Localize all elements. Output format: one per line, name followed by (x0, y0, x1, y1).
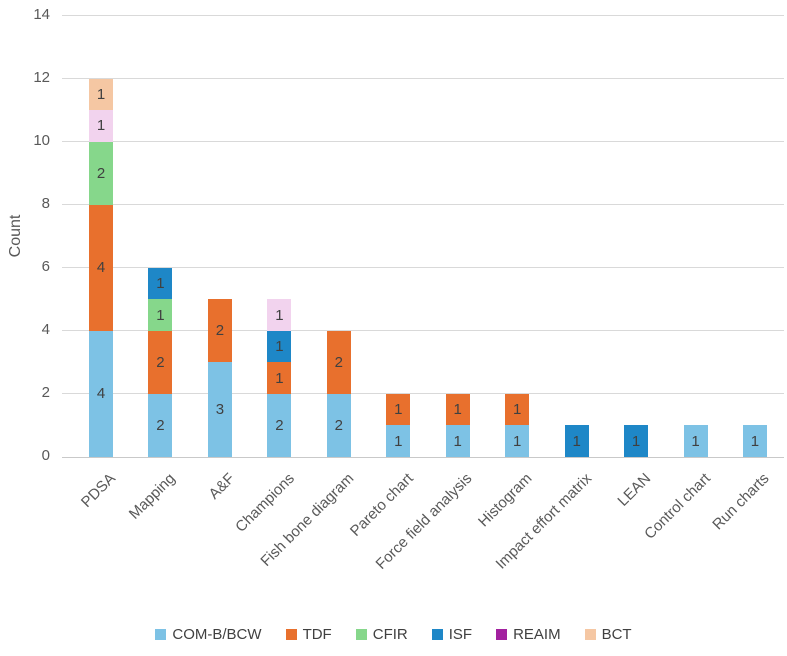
gridline (62, 267, 784, 269)
legend-label: TDF (302, 626, 332, 643)
legend-item: CFIR (355, 626, 408, 643)
legend-label: BCT (601, 626, 632, 643)
bar-segment-value: 2 (334, 416, 343, 434)
bar-segment-value: 1 (96, 85, 106, 103)
y-tick-label: 14 (33, 5, 50, 23)
legend-label: COM-B/BCW (172, 626, 262, 643)
bar-segment-value: 2 (96, 164, 106, 182)
category-label: Histogram (474, 470, 536, 531)
bar-segment-value: 1 (275, 369, 284, 387)
gridline (62, 78, 784, 80)
legend-swatch (584, 629, 596, 640)
gridline (62, 393, 784, 395)
legend-item: TDF (285, 626, 332, 643)
bar-segment: 2 (267, 393, 292, 457)
y-tick-label: 0 (41, 447, 50, 464)
bar-segment: 2 (89, 141, 114, 205)
bar-segment: 3 (207, 362, 232, 457)
bar-segment: 2 (148, 393, 173, 457)
bar-segment: 2 (207, 299, 232, 363)
bar-segment-value: 1 (453, 401, 462, 419)
bar-segment-value: 1 (156, 306, 165, 324)
category-label: Mapping (125, 470, 179, 523)
bar-segment: 1 (386, 393, 411, 426)
bar-segment: 1 (148, 299, 173, 331)
legend-swatch (285, 629, 297, 640)
y-tick-label: 8 (41, 194, 50, 212)
bar-segment-value: 1 (96, 117, 106, 135)
bar-segment: 1 (505, 393, 530, 426)
category-label: LEAN (614, 470, 655, 510)
bar-segment-value: 4 (96, 259, 106, 277)
legend-label: ISF (448, 626, 473, 643)
y-axis-title: Count (7, 214, 24, 258)
bar-segment: 4 (89, 204, 114, 331)
bar-segment: 1 (683, 425, 708, 457)
bar-segment: 1 (89, 78, 114, 111)
bar-segment: 2 (326, 393, 351, 457)
legend-item: REAIM (496, 626, 561, 643)
gridline (62, 141, 784, 143)
legend-swatch (355, 629, 367, 640)
y-tick-label: 2 (41, 383, 50, 401)
legend-swatch (431, 629, 443, 640)
legend-item: COM-B/BCW (155, 626, 262, 643)
legend-item: BCT (584, 626, 632, 643)
bar-segment-value: 2 (275, 416, 284, 434)
bar-segment: 1 (445, 393, 470, 426)
legend-swatch (496, 629, 508, 640)
category-label: Run charts (709, 470, 774, 534)
y-tick-label: 12 (33, 68, 50, 86)
category-label: A&F (205, 470, 238, 503)
bar-segment-value: 4 (96, 385, 106, 403)
bar-segment-value: 1 (275, 306, 284, 324)
bar-segment-value: 2 (156, 353, 165, 371)
gridline (62, 330, 784, 332)
gridline (62, 15, 784, 16)
bar-segment: 1 (564, 425, 589, 457)
category-label: PDSA (78, 470, 120, 511)
bar-segment-value: 2 (156, 416, 165, 434)
legend-item: ISF (431, 626, 473, 643)
bar-segment: 2 (148, 330, 173, 394)
bar-segment-value: 1 (275, 338, 284, 356)
bar-segment-value: 1 (631, 432, 641, 450)
bar-segment: 1 (267, 299, 292, 331)
bar-segment-value: 2 (215, 322, 225, 340)
bar-segment-value: 1 (691, 432, 700, 450)
y-tick-label: 4 (41, 320, 50, 338)
bar-segment: 1 (148, 267, 173, 300)
bar-segment-value: 1 (750, 432, 760, 450)
bar-segment-value: 1 (572, 432, 581, 450)
bar-segment: 4 (89, 330, 114, 457)
bar-segment: 1 (624, 425, 649, 457)
bar-segment-value: 2 (334, 353, 343, 371)
legend-swatch (155, 629, 167, 640)
bar-segment-value: 1 (394, 432, 403, 450)
bar-segment: 1 (445, 425, 470, 457)
y-tick-label: 10 (33, 131, 50, 149)
bar-segment-value: 1 (156, 275, 165, 293)
bar-segment: 1 (267, 362, 292, 394)
x-axis-line (62, 456, 784, 458)
bar-segment-value: 1 (513, 401, 522, 419)
gridline (62, 204, 784, 206)
legend-label: CFIR (372, 626, 408, 643)
legend-label: REAIM (513, 626, 561, 643)
bar-segment: 2 (326, 330, 351, 394)
y-tick-label: 6 (41, 257, 50, 275)
bar-segment: 1 (742, 425, 767, 457)
bar-segment-value: 1 (513, 432, 522, 450)
bar-segment: 1 (505, 425, 530, 457)
bar-segment-value: 3 (215, 401, 225, 419)
bar-segment: 1 (386, 425, 411, 457)
bar-segment: 1 (89, 110, 114, 142)
bar-segment-value: 1 (453, 432, 462, 450)
legend: COM-B/BCW TDF CFIR ISF REAIM BCT (0, 626, 787, 643)
bar-segment: 1 (267, 330, 292, 363)
bar-segment-value: 1 (394, 401, 403, 419)
